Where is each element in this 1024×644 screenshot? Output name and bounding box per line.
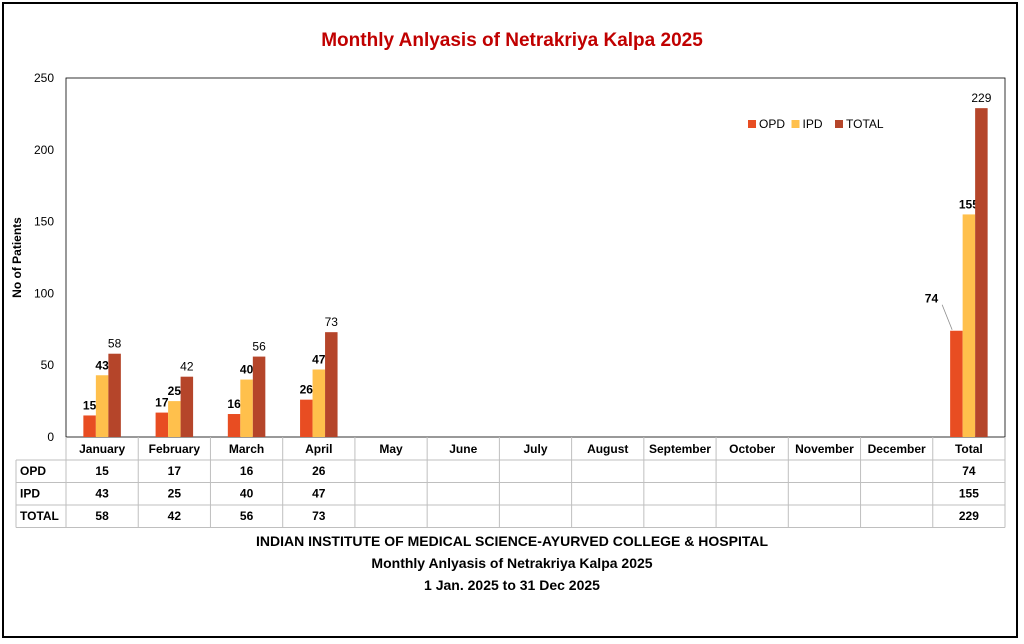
bar-ipd: [240, 379, 253, 437]
x-category-label: May: [379, 442, 403, 456]
table-cell-value: 17: [168, 464, 182, 478]
bar-opd: [300, 399, 313, 437]
data-label: 73: [325, 315, 339, 329]
data-label: 15: [83, 398, 97, 412]
table-cell-value: 43: [95, 487, 109, 501]
bar-ipd: [962, 214, 976, 437]
footer-date-range: 1 Jan. 2025 to 31 Dec 2025: [424, 577, 600, 593]
data-label: 58: [108, 337, 122, 351]
footer-subtitle: Monthly Anlyasis of Netrakriya Kalpa 202…: [371, 555, 653, 571]
footer-institute: INDIAN INSTITUTE OF MEDICAL SCIENCE-AYUR…: [255, 533, 769, 549]
x-category-label: February: [149, 442, 201, 456]
table-cell-value: 74: [962, 464, 976, 478]
data-label: 40: [240, 363, 254, 377]
y-tick-label: 150: [34, 215, 54, 229]
table-cell-value: 47: [312, 487, 326, 501]
x-category-label: October: [729, 442, 775, 456]
y-tick-label: 50: [41, 358, 55, 372]
x-category-label: April: [305, 442, 332, 456]
table-row-label: OPD: [20, 464, 46, 478]
data-label: 16: [227, 397, 241, 411]
data-label: 229: [971, 91, 991, 105]
data-label: 43: [95, 358, 109, 372]
x-category-label: December: [868, 442, 926, 456]
bar-ipd: [312, 369, 326, 437]
table-cell-value: 16: [240, 464, 254, 478]
x-category-label: September: [649, 442, 711, 456]
table-cell-value: 229: [959, 509, 979, 523]
table-cell-value: 73: [312, 509, 326, 523]
x-category-label: March: [229, 442, 264, 456]
bar-total: [108, 353, 121, 437]
x-category-label: June: [449, 442, 477, 456]
bar-total: [325, 332, 338, 437]
data-label: 56: [252, 340, 266, 354]
table-cell-value: 56: [240, 509, 254, 523]
table-row-label: TOTAL: [20, 509, 59, 523]
data-label: 25: [168, 384, 182, 398]
y-tick-label: 100: [34, 286, 54, 300]
legend-swatch-ipd: [791, 120, 800, 128]
table-cell-value: 26: [312, 464, 326, 478]
x-category-label: Total: [955, 442, 983, 456]
chart-title: Monthly Anlyasis of Netrakriya Kalpa 202…: [321, 30, 703, 51]
x-category-label: November: [795, 442, 854, 456]
y-tick-label: 200: [34, 143, 54, 157]
table-cell-value: 155: [959, 487, 979, 501]
bar-opd: [83, 415, 96, 437]
legend-swatch-opd: [748, 120, 756, 128]
bar-opd: [227, 414, 241, 437]
x-category-label: January: [79, 442, 125, 456]
y-axis-label: No of Patients: [10, 217, 24, 298]
data-label: 42: [180, 360, 194, 374]
data-label: 47: [312, 353, 326, 367]
chart-frame: [2, 2, 1018, 638]
x-category-label: July: [523, 442, 547, 456]
legend-swatch-total: [835, 120, 843, 128]
data-label-leader: [941, 304, 953, 330]
bar-total: [180, 376, 194, 437]
bar-total: [975, 108, 988, 437]
data-label: 74: [925, 292, 939, 306]
bar-ipd: [168, 401, 181, 437]
y-tick-label: 250: [34, 71, 54, 85]
bar-ipd: [95, 375, 109, 437]
table-cell-value: 15: [95, 464, 109, 478]
data-label: 17: [155, 396, 169, 410]
bar-opd: [155, 412, 169, 437]
bar-total: [252, 356, 266, 437]
x-category-label: August: [587, 442, 628, 456]
table-cell-value: 40: [240, 487, 254, 501]
data-label: 26: [300, 383, 314, 397]
data-label: 155: [959, 197, 979, 211]
legend-label: TOTAL: [846, 117, 884, 131]
bar-opd: [950, 330, 963, 437]
plot-area: [65, 77, 1006, 438]
legend-label: IPD: [803, 117, 823, 131]
table-cell-value: 42: [168, 509, 182, 523]
y-tick-label: 0: [47, 430, 54, 444]
table-cell-value: 25: [168, 487, 182, 501]
table-cell-value: 58: [95, 509, 109, 523]
table-row-label: IPD: [20, 487, 40, 501]
legend-label: OPD: [759, 117, 785, 131]
